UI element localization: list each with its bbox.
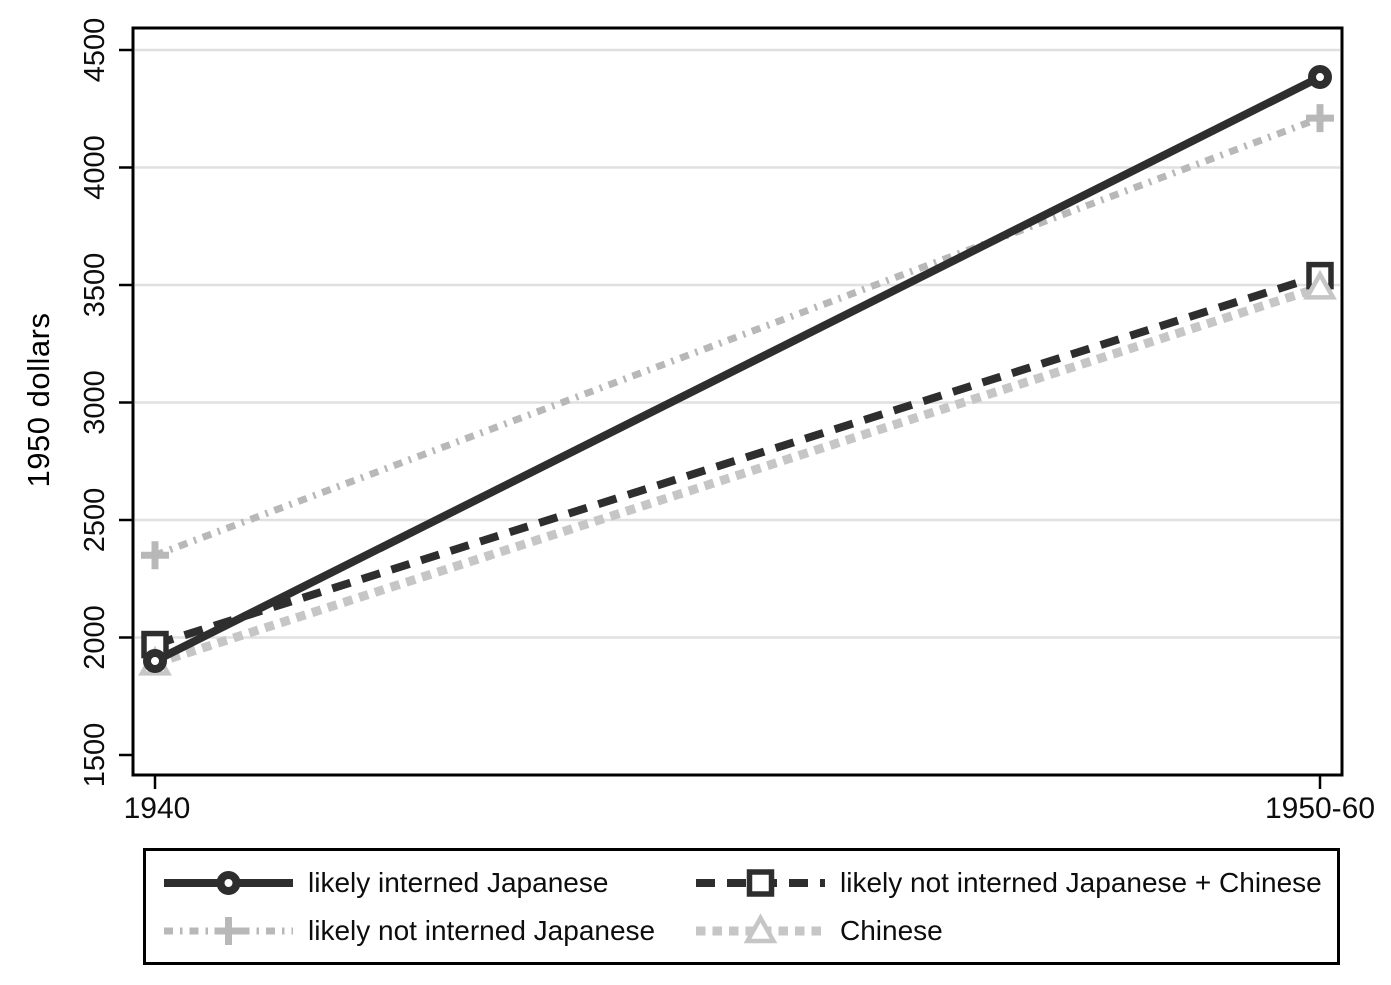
y-tick-label: 2500 xyxy=(79,488,111,553)
legend-label: likely not interned Japanese + Chinese xyxy=(840,866,1322,898)
plus-marker xyxy=(214,916,243,945)
legend-item-likely-interned-japanese: likely interned Japanese xyxy=(162,863,694,903)
y-axis-title: 1950 dollars xyxy=(21,312,56,488)
x-tick-label-1940: 1940 xyxy=(123,792,191,825)
legend-label: likely interned Japanese xyxy=(308,866,609,898)
legend-label: likely not interned Japanese xyxy=(308,914,656,946)
circle-marker xyxy=(1308,65,1332,90)
legend-line-sample-circle xyxy=(164,870,293,895)
series-line-circle xyxy=(153,73,1322,665)
triangle-marker xyxy=(743,912,778,943)
legend-item-likely-not-interned-japanese-chinese: likely not interned Japanese + Chinese xyxy=(694,863,1337,903)
y-tick-label: 3500 xyxy=(79,253,111,318)
y-tick-label: 3000 xyxy=(79,370,111,435)
legend-line-sample-triangle xyxy=(696,912,825,943)
y-tick-label: 4000 xyxy=(79,135,111,200)
square-marker xyxy=(746,868,775,897)
legend-line-sample-square xyxy=(696,868,825,897)
plus-marker xyxy=(1306,104,1334,133)
legend-line-sample-plus xyxy=(164,916,293,945)
legend-label: Chinese xyxy=(840,914,943,946)
plus-marker xyxy=(141,541,169,570)
x-tick-label-1950-60: 1950-60 xyxy=(1264,792,1376,825)
series-line-plus xyxy=(153,114,1322,559)
y-tick-label: 2000 xyxy=(79,605,111,670)
plot-area: 1500 2000 2500 3000 3500 4000 4500 xyxy=(79,18,1344,789)
circle-marker xyxy=(143,649,167,673)
y-tick-label: 1500 xyxy=(79,723,111,788)
series-line-triangle xyxy=(153,283,1322,668)
series-line-square xyxy=(153,271,1322,649)
legend-item-likely-not-interned-japanese: likely not interned Japanese xyxy=(162,911,694,951)
legend-item-chinese: Chinese xyxy=(694,911,1337,951)
triangle-marker xyxy=(1303,269,1337,300)
y-tick-label: 4500 xyxy=(79,18,111,83)
legend-box: likely interned Japanese likely not inte… xyxy=(143,848,1340,965)
circle-marker xyxy=(216,870,241,895)
